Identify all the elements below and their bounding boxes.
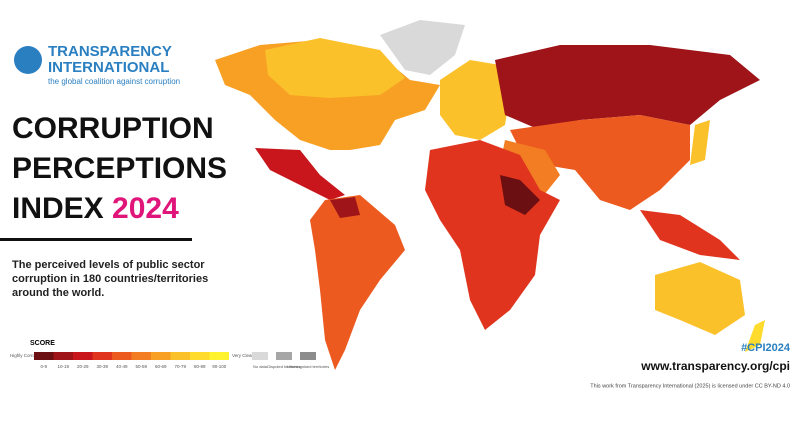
legend-label: 20-29: [77, 364, 89, 369]
tagline: the global coalition against corruption: [48, 77, 180, 86]
legend-swatch: [131, 352, 151, 360]
legend-label: 30-39: [96, 364, 108, 369]
legend-label: 90-100: [212, 364, 227, 369]
legend-extra-label: Disputed territories: [267, 364, 301, 369]
logo-icon: [14, 46, 42, 74]
legend-swatch: [34, 352, 54, 360]
title-line: CORRUPTION: [12, 112, 214, 145]
legend-swatch: [53, 352, 73, 360]
legend-extra-label: Unrecognised territories: [287, 364, 329, 369]
license: This work from Transparency Internationa…: [590, 383, 790, 389]
legend-label: 10-19: [57, 364, 69, 369]
world-map: [215, 20, 765, 370]
legend-label: 80-89: [194, 364, 206, 369]
region-south-america: [310, 195, 405, 370]
region-europe: [440, 60, 510, 140]
legend-extra-swatch: [252, 352, 268, 360]
hashtag: #CPI2024: [741, 342, 791, 354]
legend-swatch: [92, 352, 112, 360]
region-australia: [655, 262, 745, 335]
region-venezuela: [330, 197, 360, 218]
legend-low: Highly Corrupt: [10, 353, 40, 358]
title-line: INDEX 2024: [12, 192, 179, 225]
region-japan: [690, 120, 710, 165]
legend-label: 60-69: [155, 364, 167, 369]
org-name: INTERNATIONAL: [48, 59, 169, 76]
region-horn-africa: [500, 175, 540, 215]
region-greenland: [380, 20, 465, 75]
region-southeast-asia: [640, 210, 740, 260]
legend-swatch: [151, 352, 171, 360]
divider: [0, 238, 192, 241]
legend-extra-swatch: [300, 352, 316, 360]
legend-label: 0-9: [40, 364, 47, 369]
legend-swatch: [190, 352, 210, 360]
legend-extra-swatch: [276, 352, 292, 360]
region-new-zealand: [745, 320, 765, 352]
description-box: The perceived levels of public sector co…: [12, 259, 209, 299]
region-canada: [265, 38, 405, 98]
region-asia: [510, 115, 690, 210]
description: The perceived levels of public sector co…: [12, 259, 209, 299]
title-year: 2024: [112, 192, 179, 225]
region-russia: [495, 45, 760, 130]
legend-label: 70-79: [174, 364, 186, 369]
title-line: PERCEPTIONS: [12, 152, 227, 185]
legend-label: 50-59: [135, 364, 147, 369]
legend-high: Very Clean: [232, 353, 255, 358]
legend-extra-label: No data: [253, 364, 268, 369]
legend-title: SCORE: [30, 340, 55, 347]
legend-swatch: [209, 352, 229, 360]
title-word: INDEX: [12, 192, 104, 225]
url: www.transparency.org/cpi: [640, 359, 790, 373]
legend-label: 40-49: [116, 364, 128, 369]
legend: SCORE Highly Corrupt Very Clean 0-9 10-19…: [10, 340, 329, 369]
region-mexico: [255, 148, 345, 200]
legend-swatch: [112, 352, 132, 360]
legend-swatch: [73, 352, 93, 360]
org-name: TRANSPARENCY: [48, 43, 172, 60]
legend-swatch: [170, 352, 190, 360]
